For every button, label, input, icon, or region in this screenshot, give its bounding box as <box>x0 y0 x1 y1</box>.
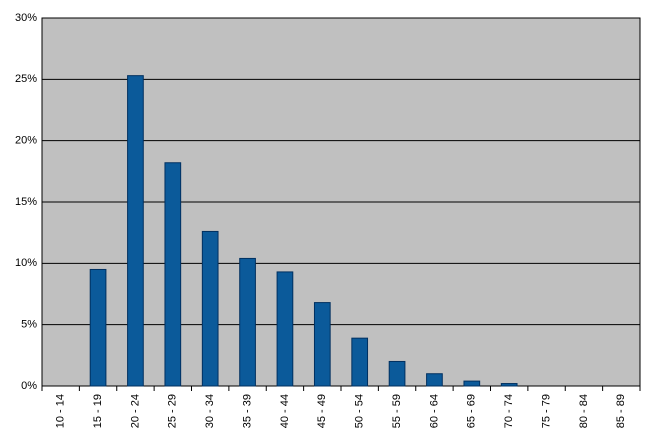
x-tick-label: 45 - 49 <box>316 394 328 428</box>
x-tick-label: 55 - 59 <box>391 394 403 428</box>
x-tick-label: 65 - 69 <box>466 394 478 428</box>
x-tick-label: 20 - 24 <box>129 394 141 428</box>
bar <box>164 162 182 387</box>
x-tick-label: 80 - 84 <box>578 394 590 428</box>
x-tick-label: 25 - 29 <box>167 394 179 428</box>
bar <box>388 360 406 387</box>
bar <box>276 271 294 387</box>
x-tick-label: 70 - 74 <box>503 394 515 428</box>
bar <box>351 337 369 387</box>
bar <box>127 75 144 387</box>
y-tick-label: 0% <box>21 380 37 392</box>
bar <box>239 257 256 387</box>
y-tick-label: 20% <box>15 135 37 147</box>
bar <box>426 373 443 387</box>
x-tick-label: 60 - 64 <box>428 394 440 428</box>
y-tick-label: 25% <box>15 73 37 85</box>
y-tick-label: 10% <box>15 257 37 269</box>
bar <box>89 268 107 387</box>
bar <box>201 230 219 387</box>
bar <box>463 380 481 387</box>
bar <box>500 383 518 387</box>
y-tick-label: 5% <box>21 319 37 331</box>
x-tick-label: 15 - 19 <box>92 394 104 428</box>
bar <box>313 302 331 387</box>
x-tick-label: 30 - 34 <box>204 394 216 428</box>
y-tick-label: 15% <box>15 196 37 208</box>
x-tick-label: 50 - 54 <box>354 394 366 428</box>
x-tick-label: 10 - 14 <box>55 394 67 428</box>
y-tick-label: 30% <box>15 12 37 24</box>
x-tick-label: 75 - 79 <box>540 394 552 428</box>
x-tick-label: 85 - 89 <box>615 394 627 428</box>
x-tick-label: 35 - 39 <box>241 394 253 428</box>
x-tick-label: 40 - 44 <box>279 394 291 428</box>
